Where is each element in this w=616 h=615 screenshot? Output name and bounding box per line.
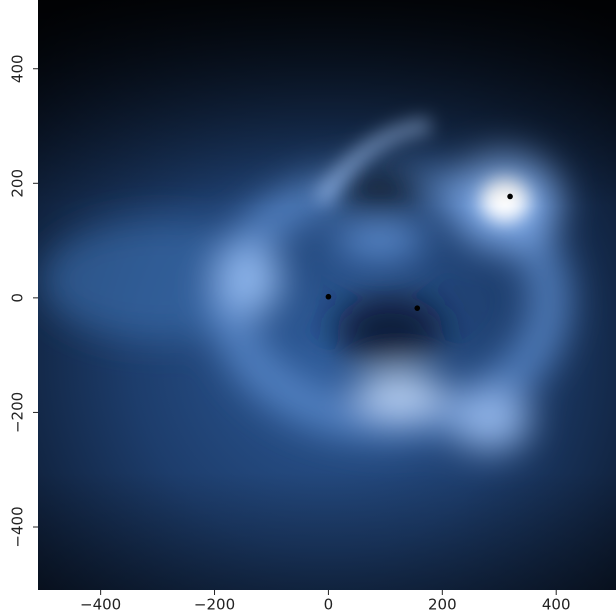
- y-tick-label: 0: [9, 293, 27, 303]
- y-tick-label: −200: [9, 392, 27, 433]
- x-tick-label: 0: [324, 596, 334, 614]
- y-tick-label: 200: [9, 169, 27, 198]
- point: [507, 194, 513, 200]
- x-tick-label: −400: [80, 596, 121, 614]
- x-tick-label: 400: [542, 596, 571, 614]
- y-tick-label: −400: [9, 506, 27, 547]
- chart: −400 −200 0 200 400 −400 −200 0 200 400: [0, 0, 616, 615]
- x-tick-label: 200: [428, 596, 457, 614]
- point: [414, 305, 420, 311]
- y-tick-label: 400: [9, 54, 27, 83]
- x-tick-label: −200: [194, 596, 235, 614]
- point: [326, 294, 332, 300]
